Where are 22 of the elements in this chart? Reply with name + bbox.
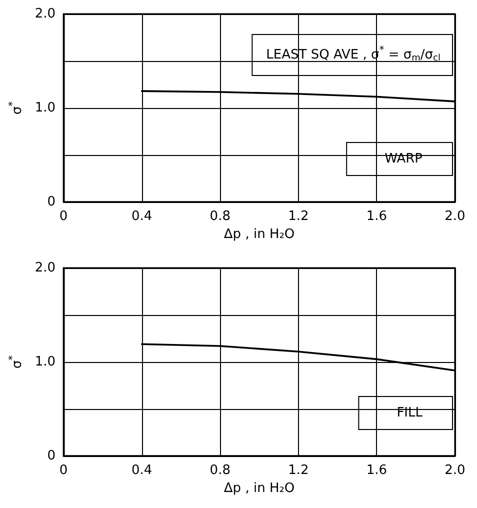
x-tick-label: 0 (59, 209, 68, 224)
y-axis-title: σ* (8, 355, 25, 369)
x-tick-label: 0 (59, 463, 68, 478)
y-tick-label: 1.0 (34, 354, 56, 370)
y-tick-label: 0 (47, 448, 56, 464)
x-axis-title: Δp , in H₂O (224, 227, 295, 242)
x-tick-label: 0.8 (210, 209, 230, 224)
y-tick-label: 1.0 (34, 100, 56, 116)
x-tick-label: 1.6 (366, 209, 388, 224)
x-tick-label: 1.6 (366, 463, 388, 478)
x-tick-label: 2.0 (444, 463, 466, 478)
x-tick-label: 1.2 (288, 209, 309, 224)
x-tick-label: 2.0 (444, 209, 466, 224)
y-tick-label: 2.0 (34, 6, 56, 22)
y-tick-label: 2.0 (34, 260, 56, 276)
x-axis-title: Δp , in H₂O (224, 481, 295, 496)
x-tick-label: 0.4 (132, 209, 152, 224)
x-tick-label: 1.2 (288, 463, 309, 478)
x-tick-label: 0.4 (132, 463, 152, 478)
y-tick-label: 0 (47, 194, 56, 210)
x-tick-label: 0.8 (210, 463, 230, 478)
y-axis-title: σ* (8, 101, 25, 115)
